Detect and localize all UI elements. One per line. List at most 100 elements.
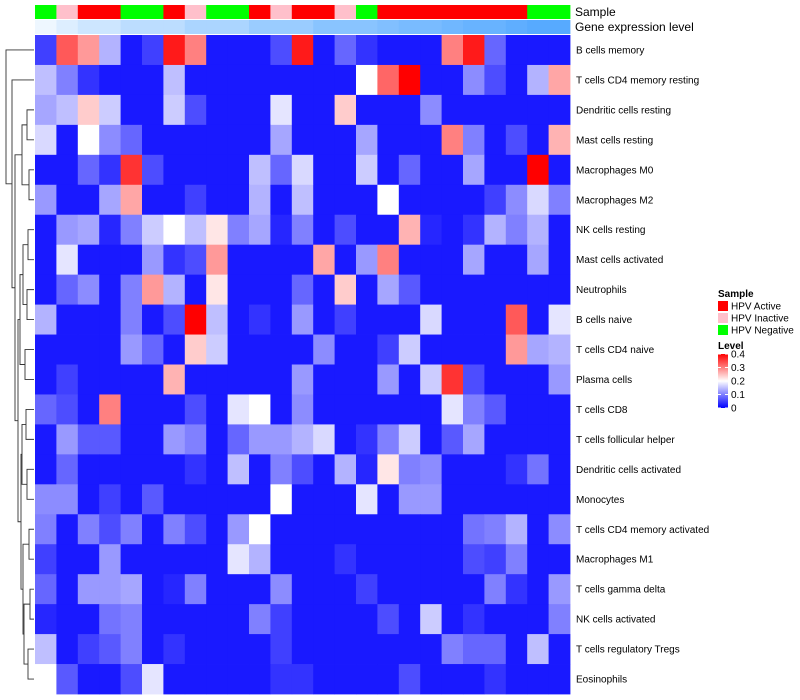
heatmap-cell [206, 124, 228, 156]
heatmap-cell [227, 64, 250, 96]
heatmap-cell [356, 274, 378, 305]
heatmap-cell [56, 154, 79, 186]
heatmap-cell [270, 304, 293, 335]
sample-annotation-cell [356, 5, 378, 19]
heatmap-cell [548, 424, 571, 455]
sample-annotation-cell [35, 5, 57, 19]
heatmap-cell [334, 304, 357, 335]
heatmap-cell [56, 544, 79, 575]
heatmap-cell [120, 214, 143, 246]
heatmap-cell [35, 364, 57, 395]
heatmap-cell [334, 454, 357, 485]
heatmap-cell [484, 454, 507, 485]
heatmap-cell [184, 274, 207, 305]
heatmap-cell [548, 244, 571, 276]
heatmap-cell [56, 604, 79, 635]
heatmap-cell [420, 484, 442, 515]
heatmap-cell [398, 154, 421, 186]
heatmap-cell [548, 214, 571, 246]
heatmap-cell [291, 184, 314, 216]
heatmap-cell [505, 604, 528, 635]
heatmap-cell [505, 634, 528, 665]
heatmap-cell [120, 394, 143, 425]
heatmap-cell [505, 514, 528, 545]
heatmap-cell [184, 304, 207, 335]
heatmap-cell [227, 244, 250, 276]
heatmap-cell [484, 184, 507, 216]
heatmap-cell [377, 64, 400, 96]
heatmap-cell [398, 274, 421, 305]
heatmap-cell [99, 364, 121, 395]
heatmap-cell [99, 94, 121, 126]
heatmap-cell [184, 94, 207, 126]
legend-swatch-hpv-active [718, 301, 728, 311]
dendrogram-branch [26, 289, 34, 321]
heatmap-cell [163, 484, 186, 515]
heatmap-cell [313, 94, 335, 126]
heatmap-cell [420, 574, 442, 605]
heatmap-cell [420, 35, 442, 66]
heatmap-cell [270, 634, 293, 665]
heatmap-cell [142, 544, 164, 575]
heatmap-cell [249, 364, 271, 395]
heatmap-cell [120, 544, 143, 575]
heatmap-cell [142, 64, 164, 96]
heatmap-cell [120, 454, 143, 485]
heatmap-cell [527, 484, 549, 515]
heatmap-cell [334, 64, 357, 96]
heatmap-cell [356, 604, 378, 635]
heatmap-cell [291, 484, 314, 515]
heatmap-cell [527, 184, 549, 216]
heatmap-cell [142, 304, 164, 335]
heatmap-cell [463, 574, 485, 605]
heatmap-cell [484, 544, 507, 575]
heatmap-cell [77, 124, 100, 156]
heatmap-cell [548, 604, 571, 635]
heatmap-cell [441, 514, 464, 545]
heatmap-cell [313, 514, 335, 545]
sample-annotation-cell [142, 5, 164, 19]
heatmap-cell [334, 154, 357, 186]
heatmap-cell [527, 544, 549, 575]
heatmap-cell [291, 604, 314, 635]
heatmap-cell [206, 154, 228, 186]
heatmap-cell [398, 484, 421, 515]
heatmap-cell [35, 304, 57, 335]
heatmap-cell [142, 364, 164, 395]
heatmap-cell [163, 514, 186, 545]
legend-swatch-hpv-negative [718, 325, 728, 335]
heatmap-cell [163, 184, 186, 216]
heatmap-cell [463, 424, 485, 455]
heatmap-cell [35, 664, 57, 695]
heatmap-cell [398, 304, 421, 335]
heatmap-cell [356, 184, 378, 216]
heatmap-cell [463, 244, 485, 276]
heatmap-cell [77, 664, 100, 695]
heatmap-cell [270, 514, 293, 545]
heatmap-cell [270, 64, 293, 96]
gene-level-annotation-cell [527, 20, 549, 34]
heatmap-cell [184, 544, 207, 575]
heatmap-cell [77, 274, 100, 305]
heatmap-cell [377, 544, 400, 575]
heatmap-cell [99, 424, 121, 455]
heatmap-cell [249, 274, 271, 305]
heatmap-cell [142, 244, 164, 276]
heatmap-cell [163, 64, 186, 96]
heatmap-cell [313, 424, 335, 455]
heatmap-cell [484, 664, 507, 695]
heatmap-cell [527, 334, 549, 365]
row-label: NK cells resting [576, 225, 645, 236]
heatmap-cell [206, 604, 228, 635]
heatmap-cell [527, 394, 549, 425]
heatmap-cell [56, 394, 79, 425]
heatmap-cell [291, 514, 314, 545]
heatmap-cell [484, 634, 507, 665]
heatmap-cell [441, 604, 464, 635]
heatmap-cell [463, 394, 485, 425]
heatmap-cell [206, 274, 228, 305]
heatmap-cell [77, 154, 100, 186]
heatmap-cell [77, 514, 100, 545]
heatmap-cell [163, 604, 186, 635]
heatmap-cell [163, 304, 186, 335]
